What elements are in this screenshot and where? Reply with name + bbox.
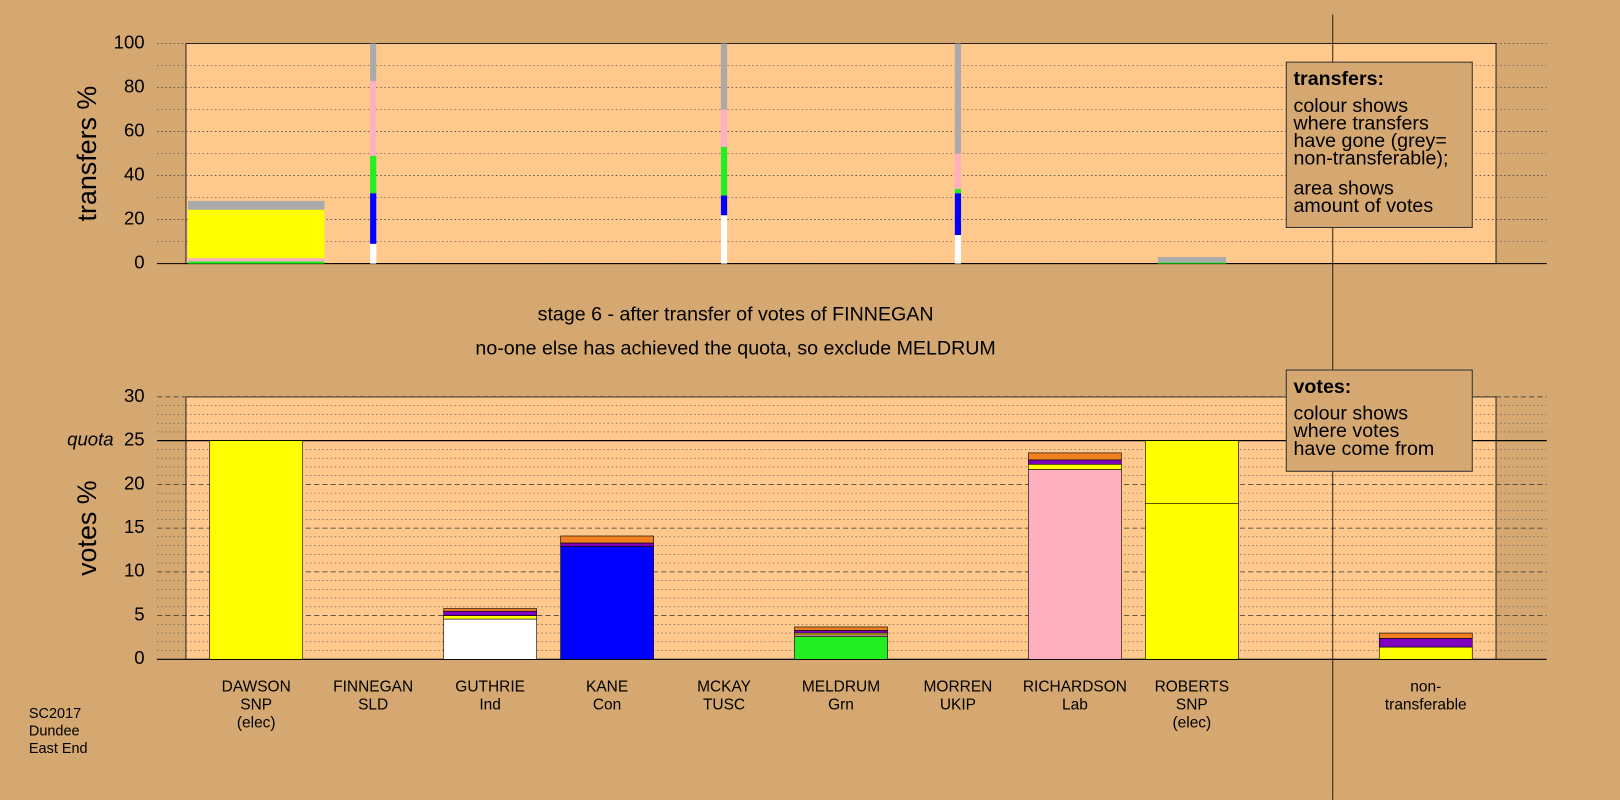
bar-segment [443, 615, 537, 620]
legend-text: amount of votes [1294, 195, 1434, 217]
x-tick-label: RICHARDSON [1023, 678, 1127, 695]
bar-segment [954, 235, 962, 264]
y-tick-label: 80 [124, 75, 145, 96]
x-tick-label: GUTHRIE [455, 678, 525, 695]
bar-segment [720, 195, 728, 216]
y-tick-label: 25 [124, 429, 145, 450]
bar-segment [1028, 459, 1122, 465]
legend-text: have gone (grey= [1294, 130, 1447, 152]
footer: SC2017 [29, 706, 81, 722]
legend-text: colour shows [1294, 403, 1409, 425]
bar-segment [1378, 638, 1473, 648]
y-tick-label: 30 [124, 385, 145, 406]
y-tick-label: 0 [134, 647, 144, 668]
bar-segment [1145, 440, 1239, 504]
stage-subtitle: no-one else has achieved the quota, so e… [475, 338, 995, 360]
bar-segment [370, 155, 377, 194]
y-tick-label: 60 [124, 119, 145, 140]
bar-segment [443, 608, 537, 612]
x-tick-label: MELDRUM [802, 678, 880, 695]
legend-text: colour shows [1294, 95, 1409, 117]
y-tick-label: 40 [124, 164, 145, 185]
x-tick-label: DAWSON [222, 678, 291, 695]
bar-segment [794, 636, 888, 660]
bar-segment [209, 440, 304, 660]
x-tick-label: MCKAY [697, 678, 751, 695]
x-tick-label: Grn [828, 696, 854, 713]
x-tick-label: SNP [1176, 696, 1208, 713]
x-tick-label: SNP [240, 696, 272, 713]
x-tick-label: (elec) [1172, 714, 1211, 731]
bar-segment [1145, 503, 1239, 660]
bar-segment [370, 80, 377, 156]
bar-segment [720, 43, 728, 110]
x-tick-label: KANE [586, 678, 628, 695]
bar-segment [1157, 257, 1226, 263]
footer: East End [29, 741, 88, 757]
y-tick-label: 5 [134, 603, 144, 624]
y-tick-label: 20 [124, 208, 145, 229]
bar-segment [370, 243, 377, 264]
bar-segment [1028, 463, 1122, 470]
bar-segment [954, 43, 962, 154]
x-tick-label: Lab [1062, 696, 1088, 713]
bar-segment [443, 610, 537, 616]
legend-title: votes: [1294, 376, 1352, 398]
y-tick-label: 20 [124, 472, 145, 493]
bar-segment [794, 626, 888, 631]
bar-segment [188, 200, 325, 210]
bar-segment [443, 618, 537, 660]
bar-segment [720, 109, 728, 147]
x-tick-label: MORREN [924, 678, 993, 695]
footer: Dundee [29, 723, 80, 739]
x-tick-label: SLD [358, 696, 388, 713]
y-axis-label: votes % [72, 480, 102, 576]
x-tick-label: non- [1410, 678, 1441, 695]
legend-box [1285, 369, 1473, 472]
legend-text: have come from [1294, 438, 1435, 460]
y-axis-label: transfers % [72, 86, 102, 222]
bar-segment [954, 188, 962, 194]
bar-segment [954, 193, 962, 236]
stage-title: stage 6 - after transfer of votes of FIN… [538, 303, 934, 325]
quota-label: quota [67, 429, 114, 450]
x-tick-label: Ind [479, 696, 501, 713]
bar-segment [720, 146, 728, 196]
legend-text: where votes [1293, 420, 1400, 442]
bar-segment [1028, 469, 1122, 660]
bar-segment [188, 258, 325, 262]
x-tick-label: (elec) [237, 714, 276, 731]
legend-text: where transfers [1293, 112, 1429, 134]
y-tick-label: 15 [124, 516, 145, 537]
bar-segment [188, 261, 325, 264]
x-tick-label: FINNEGAN [333, 678, 413, 695]
bar-segment [560, 542, 654, 547]
bar-segment [188, 209, 325, 259]
x-tick-label: UKIP [940, 696, 976, 713]
bar-segment [560, 546, 654, 660]
bar-segment [1378, 632, 1473, 639]
legend-text: non-transferable); [1294, 147, 1449, 169]
x-tick-label: Con [593, 696, 621, 713]
x-tick-label: TUSC [703, 696, 745, 713]
x-tick-label: ROBERTS [1155, 678, 1230, 695]
x-tick-label: transferable [1385, 696, 1467, 713]
y-tick-label: 0 [134, 252, 144, 273]
bar-segment [954, 153, 962, 189]
bar-segment [560, 535, 654, 544]
y-tick-label: 100 [114, 31, 145, 52]
y-tick-label: 10 [124, 560, 145, 581]
layer: 0 20 40 60 80 100 transfers % 0 5 10 15 20 25 30 votes… [67, 31, 1547, 668]
legend-text: area shows [1294, 177, 1395, 199]
bar-segment [370, 193, 377, 244]
bar-segment [720, 215, 728, 264]
bar-segment [1028, 452, 1122, 461]
bar-segment [370, 43, 377, 81]
bar-segment [794, 630, 888, 634]
legend-box [1285, 61, 1473, 228]
bar-segment [1378, 646, 1473, 660]
bar-segment [1157, 262, 1226, 264]
legend-title: transfers: [1294, 68, 1385, 90]
